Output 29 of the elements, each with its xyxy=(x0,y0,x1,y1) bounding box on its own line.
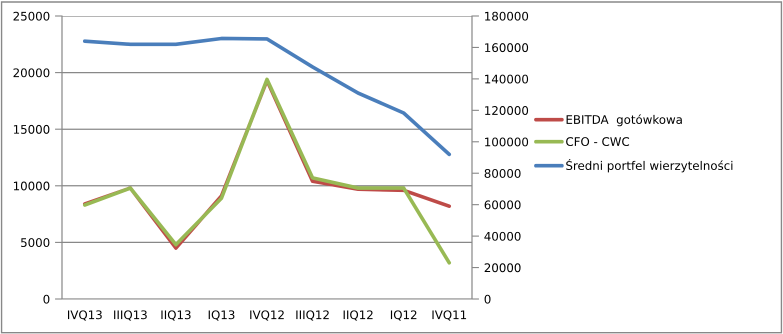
y2-tick-label: 60000 xyxy=(484,200,521,210)
y2-tick-label: 0 xyxy=(484,294,491,304)
y-tick-label: 5000 xyxy=(21,238,50,248)
x-tick-label: IVQ12 xyxy=(250,310,284,321)
y2-tick-label: 180000 xyxy=(485,12,528,21)
x-tick-label: IVQ11 xyxy=(432,310,466,321)
legend-label: Średni portfel wierzytelności xyxy=(566,158,732,172)
y2-tick-label: 160000 xyxy=(485,43,528,52)
x-tick-label: IQ12 xyxy=(390,310,416,321)
x-tick-label: IVQ13 xyxy=(68,310,102,321)
y-tick-label: 20000 xyxy=(14,68,50,78)
x-tick-label: IIIQ13 xyxy=(114,310,147,321)
x-tick-label: IQ13 xyxy=(208,310,234,321)
x-tick-label: IIQ13 xyxy=(161,310,191,321)
x-tick-label: IIQ12 xyxy=(344,310,373,321)
y2-tick-label: 100000 xyxy=(485,138,528,146)
line-series xyxy=(82,36,452,156)
y2-tick-label: 40000 xyxy=(484,232,521,241)
legend-label: EBITDA gotówkowa xyxy=(566,114,682,126)
legend-label: CFO - CWC xyxy=(566,137,630,146)
x-tick-label: IIIQ12 xyxy=(296,310,329,321)
y2-tick-label: 20000 xyxy=(484,263,521,272)
y-tick-label: 0 xyxy=(43,294,50,304)
y2-tick-label: 120000 xyxy=(485,106,528,115)
y-tick-label: 25000 xyxy=(14,12,50,21)
y2-tick-label: 80000 xyxy=(484,168,521,178)
y-tick-label: 10000 xyxy=(14,182,50,190)
y2-tick-label: 140000 xyxy=(485,74,528,84)
y-tick-label: 15000 xyxy=(14,124,50,134)
